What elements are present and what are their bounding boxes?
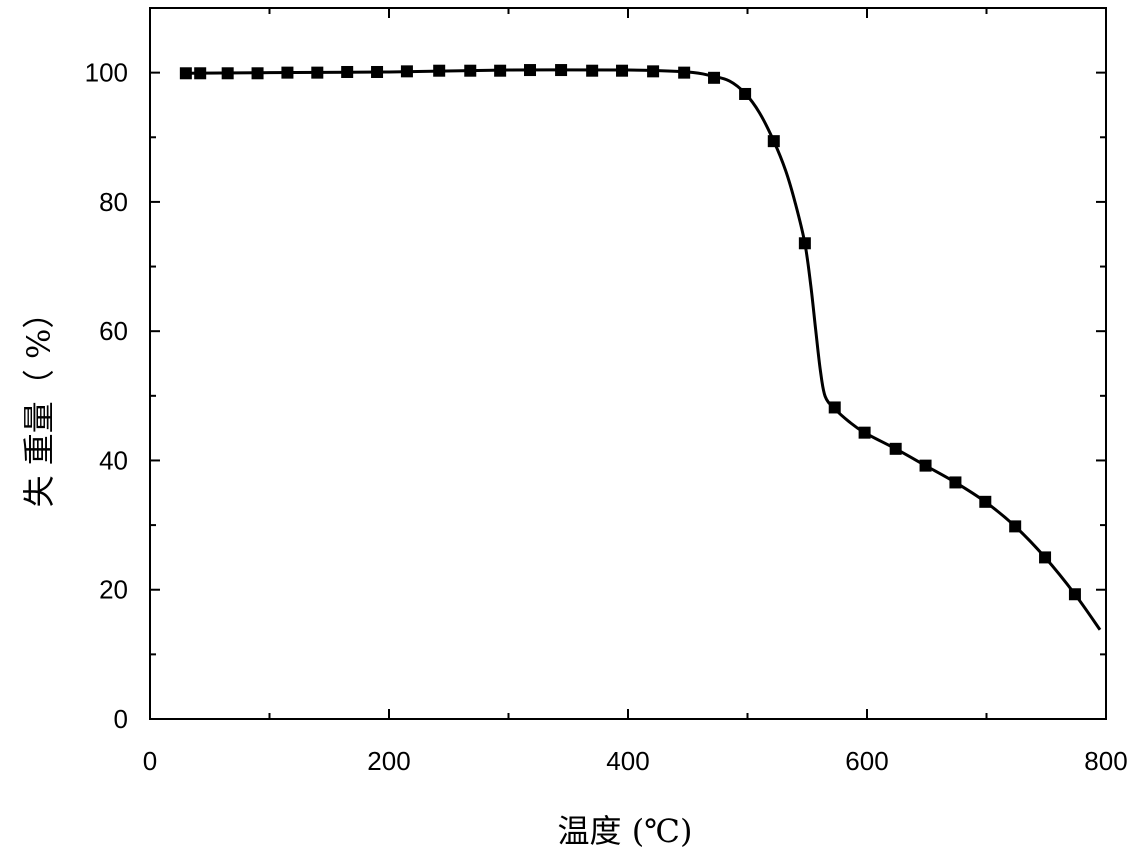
data-point-marker [341,65,354,78]
data-point-marker [647,65,660,78]
data-point-marker [616,64,629,77]
data-point-marker [371,65,384,78]
data-point-marker [767,135,780,148]
data-point-marker [464,64,477,77]
y-tick-label: 60 [99,316,128,346]
y-tick-label: 0 [114,704,128,734]
plot-frame [149,7,1107,720]
data-point-marker [524,64,537,77]
data-point-marker [251,67,264,80]
data-point-marker [400,65,413,78]
x-axis-title: 温度 (℃) [558,812,693,850]
ticks-layer [149,7,1107,720]
data-point-marker [433,64,446,77]
data-point-marker [555,64,568,77]
markers-layer [179,64,1081,601]
data-point-marker [586,64,599,77]
data-point-marker [739,87,752,100]
x-tick-label: 800 [1084,746,1127,776]
data-point-marker [708,71,721,84]
data-point-marker [1068,588,1081,601]
y-tick-label: 80 [99,187,128,217]
data-point-marker [828,401,841,414]
tick-labels-layer: 0 200 400 600 800 0 20 40 60 80 100 [85,58,1128,776]
data-point-marker [798,237,811,250]
data-point-marker [194,67,207,80]
series-curve [185,68,1102,631]
x-tick-label: 600 [845,746,888,776]
data-point-marker [1039,551,1052,564]
y-tick-label: 40 [99,445,128,475]
data-point-marker [858,426,871,439]
data-point-marker [919,459,932,472]
data-point-marker [221,67,234,80]
y-axis-title: 失 重量（ %） [20,297,58,508]
y-tick-label: 100 [85,58,128,88]
x-tick-label: 200 [367,746,410,776]
data-point-marker [311,66,324,79]
data-point-marker [949,476,962,489]
data-point-marker [179,67,192,80]
x-tick-label: 0 [143,746,157,776]
data-point-marker [281,66,294,79]
data-point-marker [979,495,992,508]
data-point-marker [494,64,507,77]
data-point-marker [1009,520,1022,533]
data-point-marker [678,66,691,79]
x-tick-label: 400 [606,746,649,776]
data-point-marker [889,442,902,455]
y-tick-label: 20 [99,575,128,605]
